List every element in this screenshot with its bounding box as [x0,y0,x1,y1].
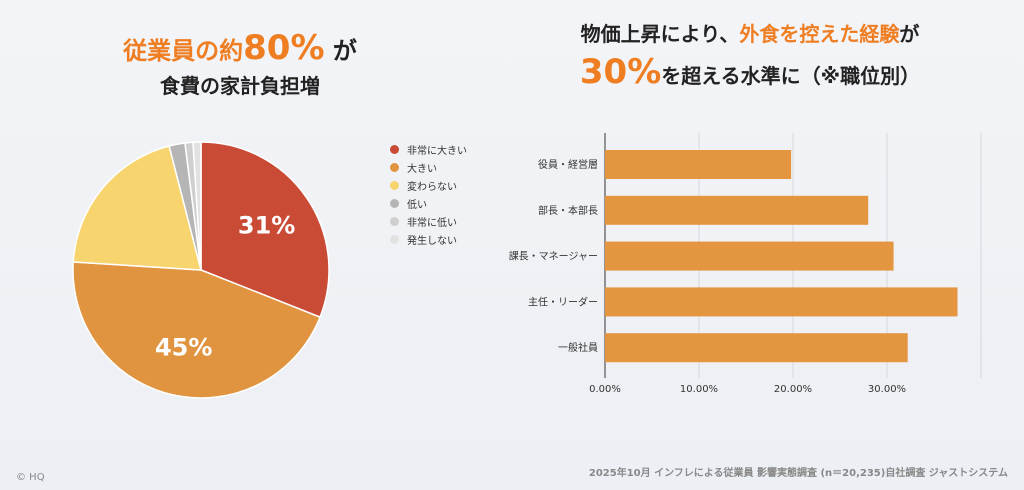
pie-slice [72,261,321,399]
pie-legend: 非常に大きい 大きい変わらない低い非常に低い発生しない [390,140,467,248]
right-title-line2: 30%を超える水準に（※職位別） [520,52,980,92]
x-tick-label: 30.00% [868,384,906,395]
legend-label: 発生しない [407,235,457,247]
pie-data-label: 31% [238,211,295,239]
bar [605,287,958,317]
y-category-label: 一般社員 [558,341,598,354]
pie-slice [72,145,202,271]
right-title-suffix: が [899,22,920,46]
legend-swatch [390,234,399,244]
left-title-line2: 食費の家計負担増 [160,74,320,98]
legend-swatch [390,162,399,172]
legend-item: 非常に低い [390,212,467,230]
copyright: © HQ [16,472,45,483]
legend-swatch [390,144,399,154]
legend-label: 非常に大きい [407,145,467,157]
source-note: 2025年10月 インフレによる従業員 影響実態調査 (n＝20,235)自社調… [588,468,1008,479]
x-tick-label: 20.00% [774,384,812,395]
legend-item: 非常に大きい [390,140,467,158]
right-title-rest: を超える水準に（※職位別） [661,64,921,88]
bar [605,150,792,179]
pie-slice [200,141,330,319]
y-category-label: 部長・本部長 [538,204,598,217]
legend-item: 発生しない [390,230,467,248]
legend-label: 非常に低い [407,217,457,229]
bar [605,195,869,225]
x-tick-label: 0.00% [589,384,621,395]
right-title-line1: 物価上昇により、外食を控えた経験が [520,18,980,47]
legend-swatch [390,180,399,190]
right-title-text: 物価上昇により、 [580,22,740,46]
legend-label: 変わらない [407,181,457,193]
y-category-label: 主任・リーダー [528,295,598,308]
y-category-label: 課長・マネージャー [509,250,598,263]
bar [605,333,908,363]
pie-data-label: 45% [155,333,212,361]
right-title-percent: 30% [579,52,662,92]
legend-item: 大きい [390,158,467,176]
left-title-text: 従業員の約 [123,37,244,65]
legend-item: 低い [390,194,467,212]
pie-slice [192,141,202,271]
x-tick-label: 10.00% [680,384,718,395]
left-title-suffix: が [332,37,357,65]
legend-swatch [390,198,399,208]
bar [605,241,894,271]
right-title-highlight: 外食を控えた経験 [739,22,900,46]
legend-item: 変わらない [390,176,467,194]
y-category-label: 役員・経営層 [538,158,598,171]
legend-label: 大きい [407,163,437,175]
legend-label: 低い [407,199,427,211]
legend-swatch [390,216,399,226]
left-title-line1: 従業員の約80% が [90,28,390,68]
left-title-highlight: 80% [243,28,325,68]
